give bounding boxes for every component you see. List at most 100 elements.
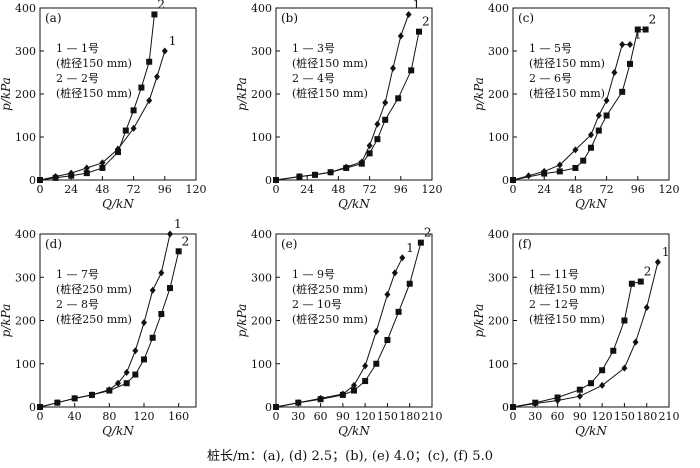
data-point-diamond	[405, 10, 412, 18]
x-tick-label: 0	[510, 183, 517, 196]
data-point-diamond	[603, 96, 610, 104]
data-point-square	[417, 239, 424, 246]
legend-entry: 1 — 7号	[56, 268, 99, 281]
legend-entry: (桩径150 mm)	[529, 282, 605, 296]
data-point-square	[52, 174, 59, 181]
x-tick-label: 24	[64, 183, 78, 196]
panel-label: (e)	[281, 237, 297, 251]
y-axis-label: p/kPa	[0, 304, 13, 338]
panel-1: 0 24 48 72 96 120 0 100 200 300 400 Q/kN p/kPa (b) 1 —…	[235, 0, 443, 211]
data-point-diamond	[572, 146, 579, 154]
data-point-square	[362, 378, 369, 385]
y-tick-label: 300	[251, 45, 272, 58]
data-point-square	[351, 387, 357, 394]
legend-entry: (桩径150 mm)	[56, 86, 132, 100]
x-tick-label: 48	[568, 183, 582, 196]
data-point-square	[296, 173, 303, 180]
y-tick-label: 200	[15, 88, 36, 101]
data-point-square	[366, 150, 373, 157]
x-tick-label: 120	[422, 183, 443, 196]
data-point-square	[572, 164, 579, 171]
x-tick-label: 210	[422, 410, 443, 423]
data-point-square	[532, 399, 539, 406]
y-tick-label: 100	[251, 131, 272, 144]
data-point-diamond	[643, 304, 650, 312]
legend-entry: (桩径150 mm)	[529, 86, 605, 100]
x-tick-label: 24	[300, 183, 314, 196]
data-point-diamond	[399, 254, 406, 262]
series-line-2	[512, 281, 641, 408]
x-tick-label: 210	[659, 410, 680, 423]
data-point-diamond	[588, 131, 594, 139]
x-tick-label: 90	[336, 410, 350, 423]
data-point-diamond	[576, 392, 583, 400]
x-tick-label: 150	[614, 410, 635, 423]
series-label-1: 1	[169, 34, 177, 48]
x-tick-label: 150	[377, 410, 398, 423]
x-tick-label: 24	[537, 183, 551, 196]
data-point-diamond	[366, 142, 373, 150]
data-point-diamond	[130, 124, 137, 132]
x-tick-label: 72	[363, 183, 377, 196]
panel-0: 0 24 48 72 96 120 0 100 200 300 400 Q/kN p/kPa (a) 1 —…	[0, 0, 207, 211]
data-point-square	[54, 399, 61, 406]
y-axis-label: p/kPa	[235, 77, 249, 111]
panel-3: 0 40 80 120 160 0 100 200 300 400 Q/kN p/kPa (d) 1 — …	[0, 217, 197, 438]
data-point-diamond	[632, 338, 639, 346]
series-label-2: 2	[644, 265, 652, 279]
data-point-diamond	[627, 41, 633, 49]
data-point-diamond	[384, 291, 391, 299]
data-point-diamond	[83, 164, 90, 172]
y-tick-label: 100	[251, 358, 272, 371]
panel-2: 0 24 48 72 96 120 0 100 200 300 400 Q/kN p/kPa (c) 1 —…	[472, 2, 680, 211]
x-tick-label: 180	[636, 410, 657, 423]
data-point-square	[588, 380, 594, 387]
data-point-square	[395, 95, 402, 102]
y-tick-label: 100	[15, 358, 36, 371]
data-point-square	[634, 26, 641, 33]
data-point-square	[599, 367, 606, 374]
data-point-square	[339, 391, 346, 398]
x-tick-label: 96	[631, 183, 645, 196]
data-point-diamond	[556, 161, 563, 169]
y-tick-label: 200	[488, 88, 509, 101]
legend-entry: (桩径150 mm)	[529, 312, 605, 326]
panel-label: (d)	[45, 237, 62, 251]
y-tick-label: 300	[15, 271, 36, 284]
y-tick-label: 400	[488, 2, 509, 15]
legend-entry: 2 — 4号	[292, 72, 335, 85]
data-point-square	[141, 356, 147, 363]
data-point-diamond	[382, 99, 389, 107]
data-point-diamond	[390, 64, 396, 72]
y-tick-label: 0	[265, 174, 272, 187]
data-point-square	[627, 60, 633, 67]
x-tick-label: 160	[168, 410, 189, 423]
legend-entry: (桩径150 mm)	[292, 56, 368, 70]
x-tick-label: 72	[600, 183, 614, 196]
y-tick-label: 400	[15, 2, 36, 15]
y-tick-label: 100	[488, 131, 509, 144]
x-tick-label: 96	[158, 183, 172, 196]
data-point-square	[374, 136, 381, 143]
data-point-square	[621, 317, 628, 324]
data-point-square	[343, 164, 350, 171]
panel-label: (a)	[45, 11, 62, 25]
y-tick-label: 300	[15, 45, 36, 58]
x-tick-label: 0	[273, 183, 280, 196]
legend-entry: (桩径250 mm)	[292, 312, 368, 326]
y-tick-label: 0	[29, 401, 36, 414]
data-point-square	[317, 396, 324, 403]
data-point-square	[628, 280, 635, 287]
data-point-square	[510, 404, 516, 410]
y-tick-label: 100	[488, 358, 509, 371]
data-point-square	[295, 399, 302, 406]
legend-entry: (桩径150 mm)	[56, 56, 132, 70]
data-point-square	[71, 395, 78, 402]
data-point-diamond	[161, 47, 168, 55]
data-point-diamond	[525, 172, 532, 180]
data-point-square	[554, 394, 561, 401]
data-point-square	[327, 169, 334, 176]
legend-entry: (桩径250 mm)	[56, 282, 132, 296]
figure-caption: 桩长/m：(a), (d) 2.5；(b), (e) 4.0；(c), (f) …	[207, 449, 493, 464]
